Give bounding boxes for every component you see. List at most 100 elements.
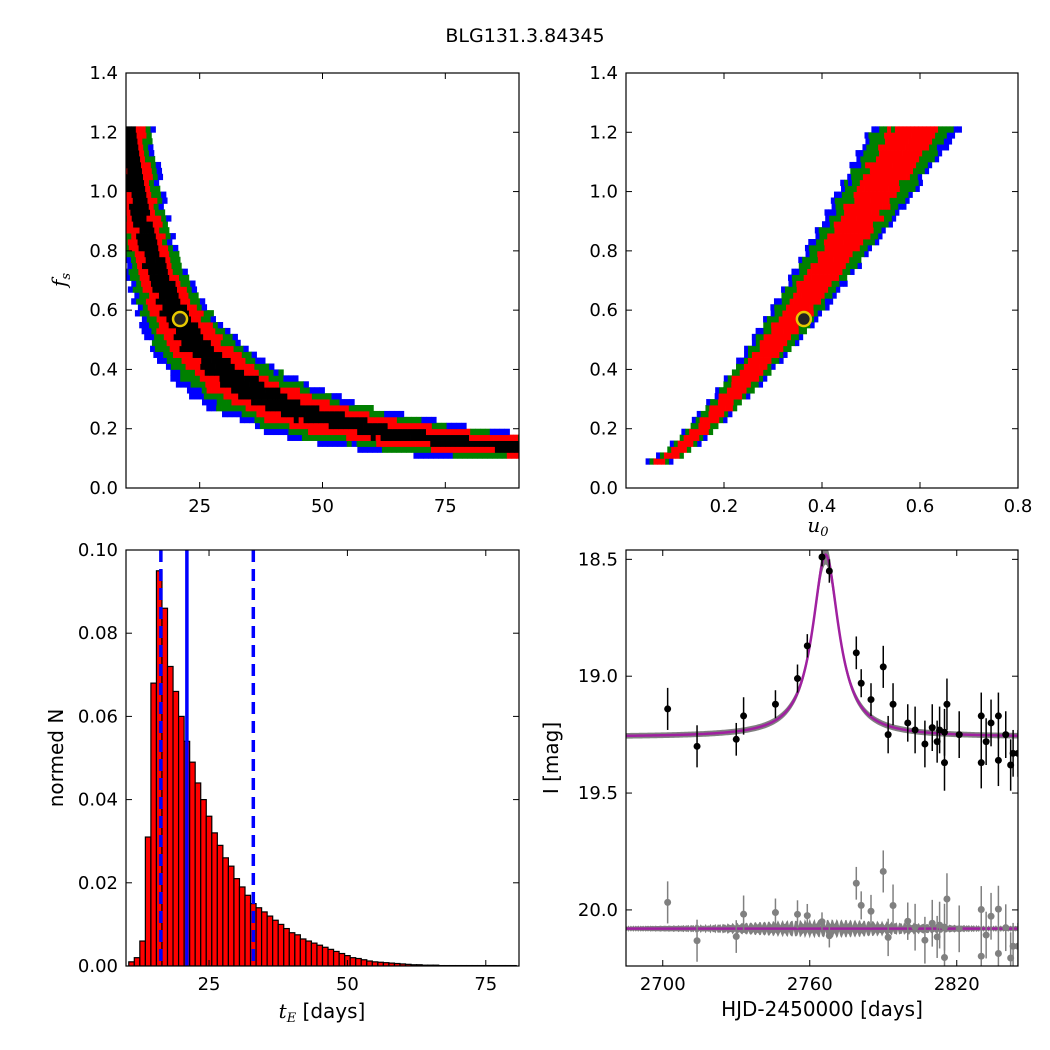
density-cell bbox=[671, 452, 677, 459]
density-cell bbox=[862, 167, 867, 175]
density-cell bbox=[206, 387, 212, 394]
density-cell bbox=[863, 239, 868, 246]
density-cell bbox=[264, 381, 270, 388]
density-cell bbox=[275, 399, 281, 406]
density-cell bbox=[820, 239, 825, 246]
density-cell bbox=[740, 357, 745, 364]
density-cell bbox=[167, 239, 173, 246]
density-cell bbox=[840, 179, 845, 187]
density-cell bbox=[218, 393, 224, 400]
density-cell bbox=[767, 333, 772, 341]
density-cell bbox=[132, 167, 138, 175]
density-cell bbox=[370, 434, 377, 441]
density-cell bbox=[196, 357, 202, 364]
density-cell bbox=[154, 274, 160, 281]
density-cell bbox=[306, 434, 313, 441]
density-cell bbox=[183, 292, 189, 299]
density-cell bbox=[880, 185, 885, 192]
density-cell bbox=[802, 256, 807, 264]
y-tick-label: 1.0 bbox=[589, 182, 618, 203]
density-cell bbox=[759, 333, 764, 341]
density-cell bbox=[848, 209, 853, 216]
density-cell bbox=[314, 387, 321, 394]
plot-area bbox=[645, 126, 962, 465]
density-cell bbox=[140, 209, 146, 216]
density-cell bbox=[321, 393, 328, 400]
density-cell bbox=[645, 458, 650, 465]
density-cell bbox=[384, 410, 390, 418]
density-cell bbox=[857, 256, 862, 264]
density-cell bbox=[275, 405, 281, 412]
density-cell bbox=[716, 410, 721, 418]
density-cell bbox=[786, 327, 792, 335]
density-cell bbox=[661, 458, 666, 465]
density-cell bbox=[859, 244, 865, 252]
density-cell bbox=[746, 387, 751, 394]
x-tick-label: 50 bbox=[336, 974, 359, 995]
density-cell bbox=[171, 357, 178, 364]
density-cell bbox=[150, 233, 157, 240]
density-cell bbox=[848, 179, 853, 187]
density-cell bbox=[205, 339, 212, 347]
density-cell bbox=[482, 452, 488, 459]
density-cell bbox=[775, 322, 780, 329]
density-cell bbox=[483, 434, 490, 441]
density-cell bbox=[915, 185, 920, 192]
density-cell bbox=[299, 422, 305, 430]
density-cell bbox=[767, 357, 772, 364]
density-cell bbox=[467, 452, 473, 459]
density-cell bbox=[513, 434, 519, 441]
density-cell bbox=[894, 203, 899, 210]
density-cell bbox=[381, 428, 388, 436]
density-cell bbox=[126, 209, 131, 216]
density-cell bbox=[914, 179, 920, 187]
density-cell bbox=[743, 357, 749, 364]
density-cell bbox=[430, 428, 437, 436]
density-cell bbox=[279, 422, 285, 430]
density-cell bbox=[673, 440, 679, 447]
density-cell bbox=[128, 173, 134, 181]
density-cell bbox=[412, 422, 418, 430]
y-tick-label: 19.0 bbox=[578, 666, 618, 687]
density-cell bbox=[215, 327, 221, 335]
density-cell bbox=[180, 363, 186, 370]
density-cell bbox=[141, 191, 147, 198]
density-cell bbox=[817, 298, 822, 305]
density-cell bbox=[892, 138, 898, 145]
density-cell bbox=[170, 256, 176, 264]
density-cell bbox=[141, 327, 147, 335]
density-cell bbox=[932, 138, 937, 145]
density-cell bbox=[862, 144, 867, 151]
density-cell bbox=[151, 262, 158, 270]
density-cell bbox=[774, 316, 780, 323]
histogram-bar bbox=[277, 923, 285, 966]
density-cell bbox=[842, 227, 847, 234]
density-cell bbox=[862, 197, 867, 204]
density-cell bbox=[293, 428, 299, 436]
density-cell bbox=[277, 393, 283, 400]
density-cell bbox=[144, 250, 150, 258]
density-cell bbox=[820, 286, 825, 293]
density-cell bbox=[755, 333, 761, 341]
density-cell bbox=[269, 416, 275, 424]
density-cell bbox=[880, 221, 886, 228]
density-cell bbox=[901, 144, 906, 151]
density-cell bbox=[146, 262, 153, 270]
x-axis-label: HJD-2450000 [days] bbox=[721, 997, 923, 1021]
density-cell bbox=[885, 197, 891, 204]
density-cell bbox=[178, 333, 184, 341]
density-cell bbox=[884, 215, 889, 222]
density-cell bbox=[313, 416, 319, 424]
density-cell bbox=[830, 262, 835, 270]
density-cell bbox=[329, 399, 336, 406]
density-cell bbox=[429, 434, 436, 441]
histogram-bar bbox=[299, 938, 307, 966]
density-cell bbox=[190, 280, 196, 287]
density-cell bbox=[900, 161, 905, 169]
density-cell bbox=[126, 215, 128, 222]
density-cell bbox=[140, 298, 147, 305]
density-cell bbox=[813, 310, 819, 317]
density-cell bbox=[817, 256, 823, 264]
density-cell bbox=[725, 405, 730, 412]
histogram-bar bbox=[133, 957, 141, 966]
